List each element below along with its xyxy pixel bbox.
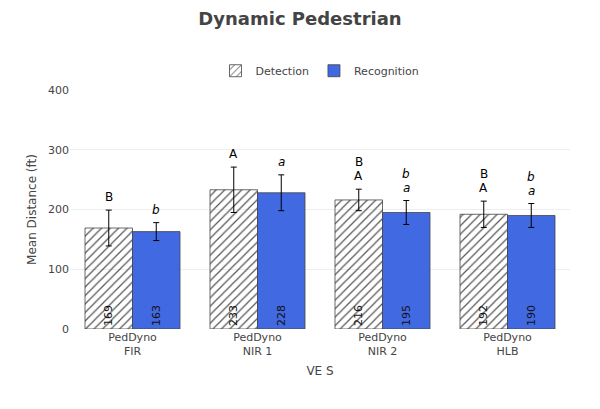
svg-text:B: B bbox=[480, 167, 488, 181]
svg-text:Recognition: Recognition bbox=[354, 65, 419, 78]
svg-text:a: a bbox=[528, 184, 535, 198]
svg-text:a: a bbox=[278, 155, 285, 169]
svg-text:a: a bbox=[403, 181, 410, 195]
svg-text:190: 190 bbox=[525, 305, 538, 326]
svg-text:b: b bbox=[402, 167, 410, 181]
svg-text:400: 400 bbox=[48, 84, 69, 97]
svg-text:PedDynoNIR 1: PedDynoNIR 1 bbox=[233, 331, 282, 358]
svg-text:PedDynoFIR: PedDynoFIR bbox=[108, 331, 157, 358]
svg-text:233: 233 bbox=[227, 305, 240, 326]
svg-text:PedDynoHLB: PedDynoHLB bbox=[483, 331, 532, 358]
svg-text:200: 200 bbox=[48, 203, 69, 216]
svg-text:b: b bbox=[527, 170, 535, 184]
svg-text:Dynamic Pedestrian: Dynamic Pedestrian bbox=[198, 8, 401, 29]
svg-text:Detection: Detection bbox=[256, 65, 309, 78]
svg-text:A: A bbox=[479, 181, 488, 195]
svg-text:0: 0 bbox=[62, 323, 69, 336]
svg-text:100: 100 bbox=[48, 263, 69, 276]
svg-text:300: 300 bbox=[48, 144, 69, 157]
svg-text:b: b bbox=[152, 203, 160, 217]
svg-text:Mean Distance (ft): Mean Distance (ft) bbox=[25, 154, 39, 265]
svg-text:A: A bbox=[354, 169, 363, 183]
svg-text:195: 195 bbox=[400, 305, 413, 326]
svg-text:B: B bbox=[355, 155, 363, 169]
svg-text:192: 192 bbox=[477, 305, 490, 326]
svg-text:228: 228 bbox=[275, 305, 288, 326]
svg-text:216: 216 bbox=[352, 305, 365, 326]
svg-text:163: 163 bbox=[150, 305, 163, 326]
svg-text:B: B bbox=[105, 190, 113, 204]
svg-text:VE S: VE S bbox=[306, 364, 333, 378]
svg-text:169: 169 bbox=[102, 305, 115, 326]
svg-text:A: A bbox=[229, 147, 238, 161]
svg-text:PedDynoNIR 2: PedDynoNIR 2 bbox=[358, 331, 407, 358]
